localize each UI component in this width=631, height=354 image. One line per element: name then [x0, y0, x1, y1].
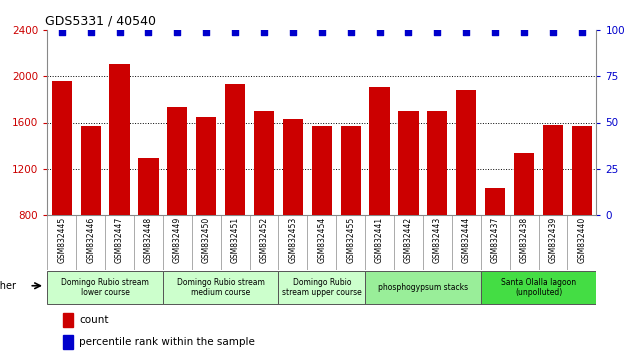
Point: [143, 29, 153, 35]
Bar: [81, 126, 101, 308]
Bar: [481, 271, 596, 304]
Text: other: other: [0, 281, 16, 291]
Bar: [543, 125, 563, 308]
Text: Domingo Rubio stream
medium course: Domingo Rubio stream medium course: [177, 278, 264, 297]
Point: [375, 29, 385, 35]
Text: GSM832443: GSM832443: [433, 217, 442, 263]
Bar: [63, 335, 73, 349]
Text: count: count: [79, 315, 109, 325]
Bar: [63, 313, 73, 327]
Point: [346, 29, 356, 35]
Point: [432, 29, 442, 35]
Text: Domingo Rubio stream
lower course: Domingo Rubio stream lower course: [61, 278, 149, 297]
Bar: [138, 158, 158, 308]
Text: Domingo Rubio
stream upper course: Domingo Rubio stream upper course: [282, 278, 362, 297]
Bar: [283, 119, 303, 308]
Bar: [254, 111, 274, 308]
Point: [259, 29, 269, 35]
Point: [172, 29, 182, 35]
Point: [548, 29, 558, 35]
Bar: [456, 90, 476, 308]
Bar: [370, 87, 390, 308]
Text: GSM832454: GSM832454: [317, 217, 326, 263]
Point: [201, 29, 211, 35]
Point: [403, 29, 413, 35]
Point: [86, 29, 96, 35]
Point: [577, 29, 587, 35]
Bar: [167, 108, 187, 308]
Point: [114, 29, 124, 35]
Point: [519, 29, 529, 35]
Text: GSM832444: GSM832444: [462, 217, 471, 263]
Bar: [278, 271, 365, 304]
Point: [317, 29, 327, 35]
Text: GSM832449: GSM832449: [173, 217, 182, 263]
Text: GSM832438: GSM832438: [519, 217, 529, 263]
Text: percentile rank within the sample: percentile rank within the sample: [79, 337, 255, 347]
Bar: [398, 111, 418, 308]
Point: [288, 29, 298, 35]
Bar: [163, 271, 278, 304]
Text: GSM832445: GSM832445: [57, 217, 66, 263]
Text: GSM832437: GSM832437: [491, 217, 500, 263]
Text: GSM832453: GSM832453: [288, 217, 297, 263]
Point: [230, 29, 240, 35]
Text: phosphogypsum stacks: phosphogypsum stacks: [378, 283, 468, 292]
Bar: [485, 188, 505, 308]
Point: [57, 29, 67, 35]
Bar: [196, 117, 216, 308]
Bar: [365, 271, 481, 304]
Point: [461, 29, 471, 35]
Bar: [514, 153, 534, 308]
Bar: [109, 63, 129, 308]
Bar: [47, 271, 163, 304]
Text: GSM832440: GSM832440: [577, 217, 586, 263]
Text: GSM832451: GSM832451: [231, 217, 240, 263]
Text: GSM832455: GSM832455: [346, 217, 355, 263]
Bar: [312, 126, 332, 308]
Bar: [572, 126, 592, 308]
Text: Santa Olalla lagoon
(unpolluted): Santa Olalla lagoon (unpolluted): [501, 278, 576, 297]
Text: GSM832450: GSM832450: [202, 217, 211, 263]
Bar: [52, 81, 72, 308]
Text: GSM832447: GSM832447: [115, 217, 124, 263]
Text: GSM832441: GSM832441: [375, 217, 384, 263]
Text: GSM832442: GSM832442: [404, 217, 413, 263]
Text: GSM832439: GSM832439: [548, 217, 557, 263]
Text: GSM832452: GSM832452: [259, 217, 269, 263]
Text: GSM832448: GSM832448: [144, 217, 153, 263]
Bar: [341, 126, 361, 308]
Bar: [427, 111, 447, 308]
Point: [490, 29, 500, 35]
Text: GDS5331 / 40540: GDS5331 / 40540: [45, 15, 156, 28]
Bar: [225, 84, 245, 308]
Text: GSM832446: GSM832446: [86, 217, 95, 263]
